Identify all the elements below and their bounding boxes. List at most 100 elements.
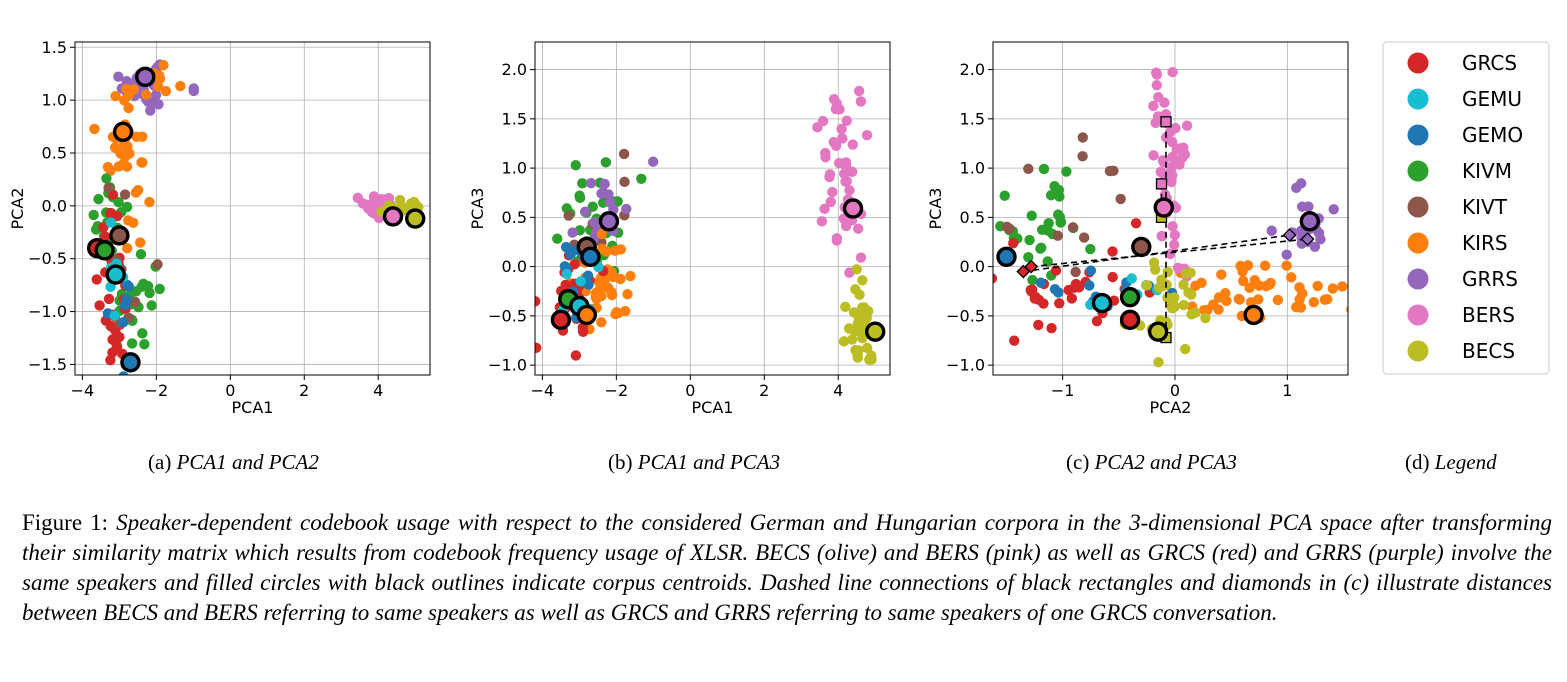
y-tick-label: −0.5: [946, 306, 985, 325]
point-bers: [861, 129, 873, 141]
point-kivm: [1023, 252, 1034, 263]
point-kivm: [1043, 218, 1054, 229]
point-bers: [852, 223, 864, 234]
point-bers: [816, 216, 828, 227]
point-bers: [1169, 229, 1181, 241]
point-kirs: [610, 308, 621, 320]
point-kivm: [587, 201, 598, 212]
connection-line: [1031, 238, 1308, 268]
point-grrs: [599, 178, 610, 190]
point-becs: [1178, 279, 1189, 290]
point-kirs: [622, 289, 633, 300]
point-kivm: [1024, 234, 1035, 246]
scatter-points: [993, 66, 1348, 368]
point-grcs: [1091, 316, 1103, 327]
point-becs: [850, 284, 861, 295]
point-bers: [819, 203, 830, 215]
point-becs: [1153, 282, 1165, 293]
x-axis-label: PCA1: [232, 398, 274, 417]
centroid-grrs: [135, 66, 156, 88]
subcaption-c: (c) PCA2 and PCA3: [1066, 450, 1237, 474]
point-kivm: [126, 338, 138, 349]
point-kivt: [103, 182, 114, 194]
plot-frame: [74, 41, 431, 376]
point-kirs: [135, 237, 146, 248]
point-kivm: [1038, 163, 1050, 175]
point-bers: [841, 162, 852, 173]
point-becs: [851, 264, 862, 275]
point-bers: [1157, 167, 1168, 179]
point-grcs: [99, 231, 111, 242]
point-kivt: [152, 259, 163, 270]
x-tick-label: −1: [1051, 381, 1075, 400]
point-bers: [1167, 66, 1178, 78]
point-kirs: [1249, 275, 1260, 286]
point-bers: [1174, 159, 1185, 170]
y-tick-label: −1.0: [488, 356, 527, 375]
point-gemo: [1084, 280, 1095, 291]
point-kirs: [1221, 295, 1232, 307]
point-grrs: [567, 227, 578, 238]
point-grcs: [1066, 293, 1078, 304]
y-tick-label: 1.0: [42, 91, 67, 110]
point-kivt: [618, 148, 630, 160]
point-kirs: [153, 81, 164, 92]
point-bers: [1156, 230, 1167, 242]
point-kivm: [577, 178, 588, 189]
point-grrs: [1296, 201, 1308, 212]
point-kirs: [119, 95, 130, 106]
point-kivt: [119, 189, 131, 200]
legend-item-kivm: KIVM: [1407, 159, 1512, 183]
point-kirs: [1216, 269, 1227, 280]
legend-item-grcs: GRCS: [1407, 51, 1517, 75]
point-kirs: [122, 141, 133, 152]
legend-box: [1382, 41, 1550, 375]
x-tick-label: 1: [1282, 381, 1292, 400]
point-kivm: [1085, 243, 1096, 255]
panel-c: −1 0 1 −1.0 −0.5 0.0 0.5 1.0 1.5 2.0 PCA2 PCA3: [926, 41, 1349, 417]
legend-marker: [1407, 160, 1429, 182]
centroid-kivm: [94, 240, 115, 261]
point-grcs: [94, 300, 105, 311]
point-bers: [824, 169, 836, 180]
legend-item-becs: BECS: [1407, 339, 1515, 363]
centroid-kirs: [576, 304, 597, 326]
point-becs: [1190, 307, 1201, 318]
point-becs: [852, 318, 864, 329]
point-gemo: [560, 241, 572, 253]
point-kirs: [158, 60, 169, 71]
y-axis-label: PCA2: [8, 188, 27, 230]
point-gemo: [118, 371, 129, 375]
y-tick-label: −1.0: [946, 356, 985, 375]
legend-item-bers: BERS: [1407, 303, 1515, 327]
point-bers: [1148, 100, 1159, 112]
legend-label: GRRS: [1462, 267, 1518, 291]
point-gemu: [561, 268, 572, 280]
centroid-gemu: [105, 264, 126, 285]
legend: GRCS GEMU GEMO KIVM KIVT KIRS GRRS BERS BECS: [1382, 41, 1550, 375]
point-bers: [851, 17, 861, 27]
point-bers: [820, 151, 831, 163]
point-kirs: [102, 161, 114, 173]
point-kirs: [154, 73, 166, 84]
point-grcs: [1009, 335, 1020, 346]
point-becs: [1178, 299, 1189, 311]
point-kirs: [1260, 280, 1272, 292]
point-kirs: [1198, 305, 1210, 316]
diamond-marker: [1024, 259, 1039, 274]
point-kirs: [1259, 260, 1271, 271]
point-gemo: [582, 270, 594, 281]
legend-marker: [1407, 52, 1429, 74]
point-bers: [855, 252, 867, 263]
centroid-kirs: [1243, 304, 1264, 326]
y-axis-label: PCA3: [468, 188, 487, 230]
x-tick-label: −2: [605, 381, 629, 400]
centroid-kivt: [1131, 236, 1152, 258]
point-kirs: [119, 151, 131, 163]
point-kivm: [1027, 274, 1038, 286]
point-kivm: [600, 157, 612, 168]
point-bers: [1166, 176, 1177, 188]
legend-item-kivt: KIVT: [1407, 195, 1508, 219]
point-kirs: [1312, 280, 1323, 292]
point-grcs: [99, 377, 109, 387]
